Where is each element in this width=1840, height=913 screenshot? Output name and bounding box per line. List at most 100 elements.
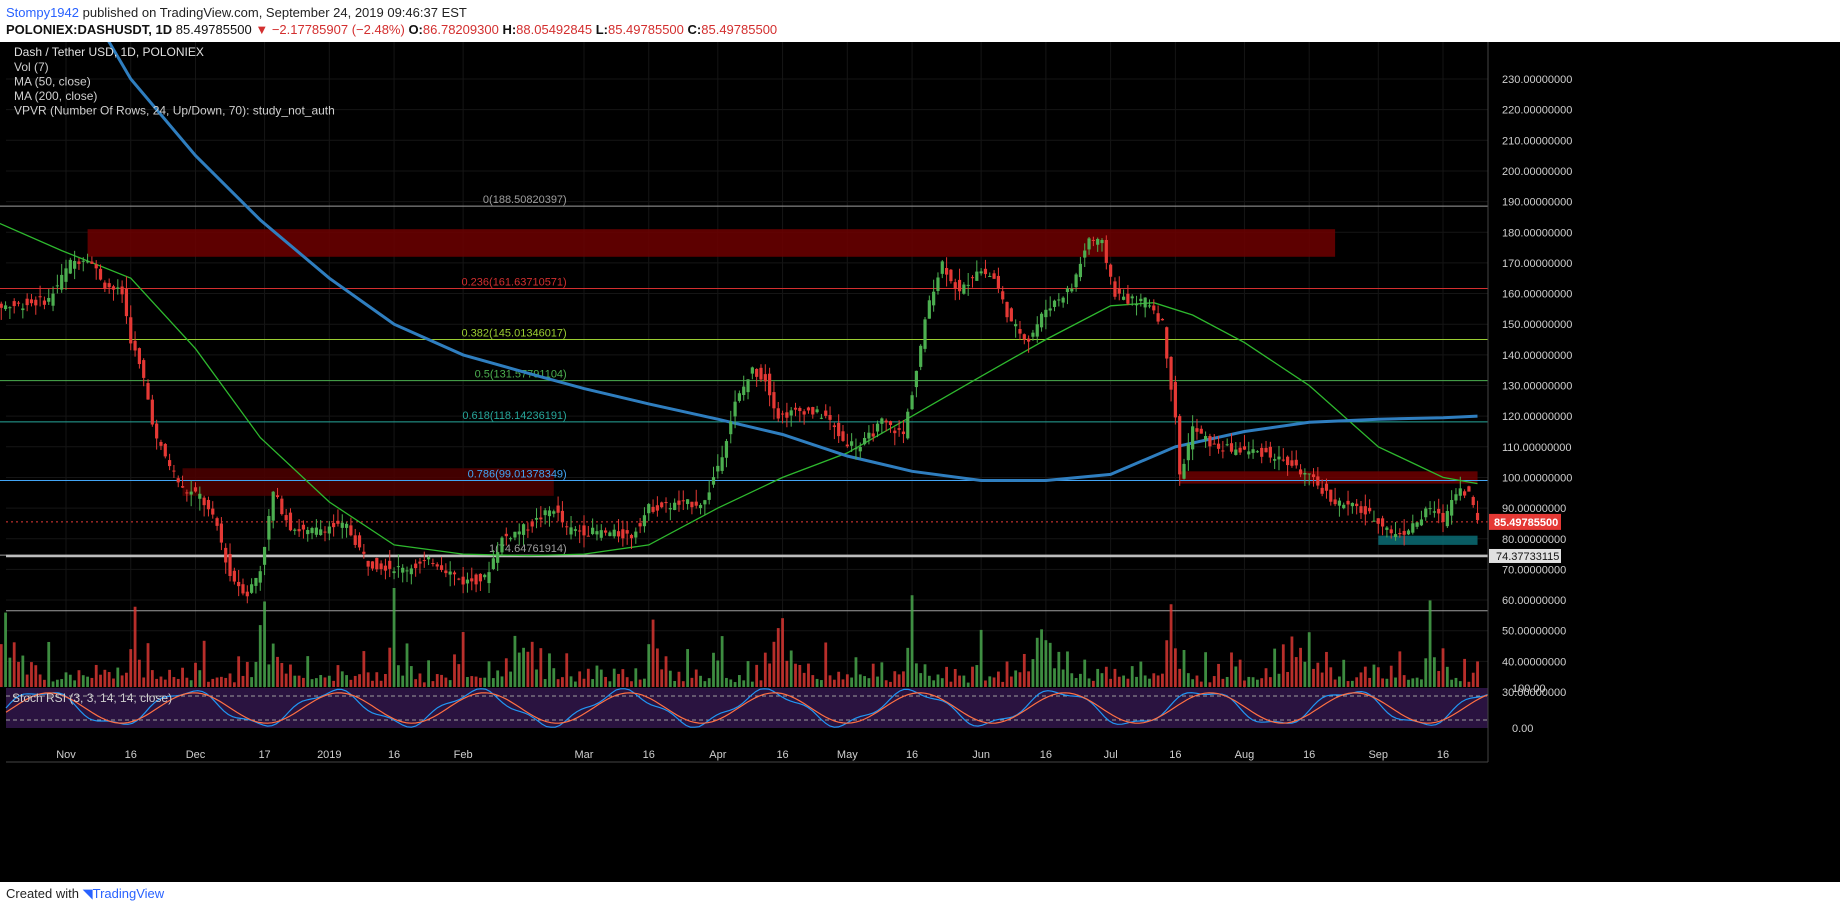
- candle-body: [634, 531, 638, 538]
- candle-body: [880, 418, 884, 424]
- candle-body: [306, 530, 310, 535]
- candle-body: [595, 531, 599, 535]
- candle-body: [1294, 459, 1298, 466]
- volume-bar: [677, 671, 681, 687]
- candle-body: [284, 515, 288, 521]
- price-zone: [87, 229, 1336, 257]
- candle-body: [746, 379, 750, 393]
- volume-bar: [919, 673, 923, 687]
- volume-bar: [1005, 661, 1009, 687]
- candle-body: [452, 572, 457, 575]
- candle-body: [526, 529, 530, 531]
- volume-bar: [60, 679, 64, 687]
- volume-bar: [1355, 677, 1359, 687]
- volume-bar: [194, 662, 197, 687]
- volume-bar: [1454, 677, 1458, 687]
- candle-body: [1212, 443, 1216, 445]
- volume-bar: [1066, 651, 1069, 687]
- volume-bar: [440, 674, 443, 687]
- volume-bar: [1294, 657, 1298, 687]
- volume-bar: [491, 678, 495, 687]
- tradingview-link[interactable]: TradingView: [92, 886, 165, 901]
- volume-bar: [612, 668, 616, 687]
- candle-body: [573, 529, 577, 531]
- volume-bar: [884, 680, 888, 687]
- publish-line: Stompy1942 published on TradingView.com,…: [6, 5, 467, 20]
- candle-body: [919, 345, 923, 367]
- volume-bar: [1476, 661, 1479, 687]
- candle-body: [332, 522, 336, 528]
- close-label: C:: [687, 22, 702, 37]
- volume-bar: [1437, 670, 1441, 687]
- candle-body: [211, 508, 215, 515]
- volume-bar: [1027, 671, 1031, 687]
- candle-body: [560, 510, 565, 523]
- candle-body: [638, 523, 642, 527]
- candle-body: [237, 581, 241, 587]
- volume-bar: [470, 676, 474, 687]
- candle-body: [608, 532, 612, 537]
- candle-body: [1225, 444, 1229, 446]
- candle-body: [271, 491, 275, 521]
- volume-bar: [4, 612, 7, 687]
- volume-bar: [755, 664, 759, 687]
- volume-bar: [466, 677, 469, 687]
- volume-bar: [807, 663, 810, 687]
- candle-body: [293, 529, 297, 531]
- time-tick-label: May: [837, 749, 858, 761]
- volume-bar: [966, 682, 970, 687]
- candle-body: [867, 432, 871, 439]
- volume-bar: [1143, 675, 1147, 687]
- volume-bar: [1359, 672, 1363, 687]
- volume-bar: [548, 653, 551, 687]
- price-axis[interactable]: 230.00000000 220.00000000 210.00000000 200.…: [1487, 42, 1572, 762]
- publisher-link[interactable]: Stompy1942: [6, 5, 79, 20]
- volume-bar: [267, 664, 271, 687]
- price-chart[interactable]: 0(188.50820397) 0.236(161.63710571) 0.382(…: [0, 42, 1840, 882]
- candle-body: [625, 530, 629, 534]
- volume-bar: [906, 647, 910, 687]
- candle-body: [1005, 301, 1009, 318]
- volume-bar: [902, 671, 905, 687]
- volume-bar: [617, 673, 620, 687]
- volume-bar: [1428, 600, 1432, 687]
- candle-body: [940, 261, 944, 274]
- volume-bar: [280, 662, 284, 687]
- candle-body: [1027, 338, 1031, 342]
- candle-body: [250, 584, 254, 593]
- volume-bar: [673, 681, 677, 687]
- candle-body: [811, 407, 815, 415]
- candle-body: [418, 561, 422, 564]
- candle-body: [681, 500, 685, 502]
- candle-body: [1380, 518, 1385, 527]
- change-value: −2.17785907 (−2.48%): [271, 22, 405, 37]
- price-tick-label: 220.00000000: [1502, 105, 1572, 117]
- candle-body: [422, 560, 426, 562]
- volume-bar: [1199, 681, 1203, 687]
- volume-bar: [997, 671, 1000, 687]
- candle-body: [444, 570, 448, 574]
- candle-body: [353, 535, 357, 545]
- time-axis[interactable]: Nov 16 Dec 17 2019 16 Feb Mar 16 Apr 16 May 16 Jun 16 J…: [6, 749, 1488, 763]
- fib-level-label: 1(74.64761914): [489, 543, 567, 555]
- volume-bar: [34, 665, 38, 687]
- volume-bar: [220, 676, 223, 687]
- candle-body: [124, 288, 129, 317]
- candle-body: [789, 410, 793, 416]
- volume-bar: [319, 675, 323, 687]
- candle-body: [81, 260, 85, 262]
- candle-body: [1039, 313, 1044, 328]
- volume-bar: [565, 653, 569, 687]
- candle-body: [1195, 428, 1199, 432]
- volume-bar: [90, 677, 94, 687]
- volume-bar: [396, 665, 400, 687]
- time-tick-label: 16: [906, 749, 918, 761]
- volume-bar: [323, 677, 327, 687]
- candle-body: [1342, 504, 1346, 509]
- low-value: 85.49785500: [607, 22, 684, 37]
- volume-bar: [509, 671, 513, 687]
- candle-body: [16, 302, 21, 304]
- volume-bar: [850, 677, 854, 687]
- volume-bar: [1290, 636, 1294, 687]
- volume-bar: [686, 649, 689, 687]
